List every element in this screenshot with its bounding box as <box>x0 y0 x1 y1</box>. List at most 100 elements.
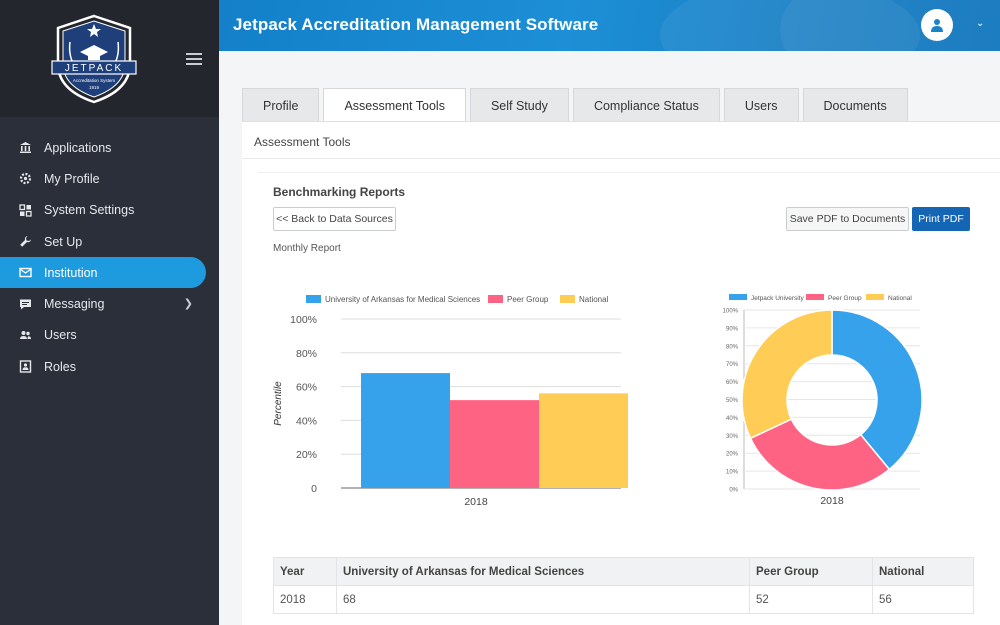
column-header-peer-group: Peer Group <box>749 557 873 586</box>
tab-compliance-status[interactable]: Compliance Status <box>572 88 720 122</box>
wrench-icon <box>19 235 32 248</box>
bar <box>539 393 628 488</box>
y-tick-label: 20% <box>296 449 317 461</box>
sidebar-item-my-profile[interactable]: My Profile <box>0 163 219 194</box>
legend-label: National <box>579 295 609 304</box>
logo-year: 1919 <box>89 85 100 90</box>
y-tick-label: 70% <box>726 362 739 368</box>
tab-users[interactable]: Users <box>723 88 799 122</box>
column-header-year: Year <box>273 557 337 586</box>
legend-label: Peer Group <box>507 295 549 304</box>
chevron-down-icon[interactable]: ⌄ <box>976 18 985 29</box>
doughnut-slice <box>749 418 891 491</box>
save-pdf-button[interactable]: Save PDF to Documents <box>786 207 909 231</box>
sidebar-item-system-settings[interactable]: System Settings <box>0 195 219 226</box>
chevron-right-icon: ❯ <box>183 298 193 311</box>
y-tick-label: 80% <box>296 348 317 360</box>
sidebar-item-institution[interactable]: Institution <box>0 257 206 289</box>
header-decoration <box>780 0 1000 51</box>
users-icon <box>19 329 32 342</box>
y-tick-label: 10% <box>726 470 739 476</box>
hamburger-menu-icon[interactable] <box>186 53 202 65</box>
table-header-row: Year University of Arkansas for Medical … <box>273 557 974 586</box>
sidebar-item-label: My Profile <box>44 171 100 186</box>
grid-icon <box>19 204 32 217</box>
back-to-data-sources-button[interactable]: << Back to Data Sources <box>273 207 396 231</box>
app-title: Jetpack Accreditation Management Softwar… <box>233 15 599 34</box>
data-table: Year University of Arkansas for Medical … <box>273 557 974 614</box>
content-panel: Assessment Tools Benchmarking Reports <<… <box>242 121 1000 625</box>
y-tick-label: 60% <box>726 380 739 386</box>
sidebar-item-label: Set Up <box>44 234 83 249</box>
sidebar-item-label: Applications <box>44 140 112 155</box>
y-tick-label: 50% <box>726 398 739 404</box>
table-cell-university: 68 <box>336 585 750 614</box>
doughnut-slice <box>741 309 833 440</box>
tab-bar: Profile Assessment Tools Self Study Comp… <box>242 88 912 122</box>
id-card-icon <box>19 360 32 373</box>
sidebar-header: JETPACK Accreditation System 1919 <box>0 0 219 117</box>
panel-title: Assessment Tools <box>254 135 351 149</box>
sidebar-item-messaging[interactable]: Messaging ❯ <box>0 288 219 319</box>
y-tick-label: 60% <box>296 382 317 394</box>
column-header-national: National <box>872 557 974 586</box>
sidebar-item-applications[interactable]: Applications <box>0 132 219 163</box>
table-cell-national: 56 <box>872 585 974 614</box>
column-header-university: University of Arkansas for Medical Scien… <box>336 557 750 586</box>
legend-swatch <box>806 294 824 300</box>
sidebar-item-roles[interactable]: Roles <box>0 351 219 382</box>
user-avatar[interactable] <box>921 9 953 41</box>
bar-chart: University of Arkansas for Medical Scien… <box>273 295 628 508</box>
table-cell-year: 2018 <box>273 585 337 614</box>
gear-icon <box>19 172 32 185</box>
sidebar-item-label: Roles <box>44 359 76 374</box>
y-tick-label: 20% <box>726 452 739 458</box>
header-decoration <box>660 0 920 51</box>
legend-label: National <box>888 295 912 302</box>
y-tick-label: 0% <box>729 488 738 494</box>
legend-swatch <box>560 295 575 303</box>
sidebar: JETPACK Accreditation System 1919 Applic… <box>0 0 219 625</box>
logo-name: JETPACK <box>65 63 123 74</box>
tab-assessment-tools[interactable]: Assessment Tools <box>323 88 466 122</box>
y-tick-label: 100% <box>290 314 317 326</box>
jetpack-logo[interactable]: JETPACK Accreditation System 1919 <box>46 12 142 104</box>
tab-self-study[interactable]: Self Study <box>469 88 569 122</box>
divider <box>242 158 1000 159</box>
top-header: Jetpack Accreditation Management Softwar… <box>219 0 1000 51</box>
table-row: 2018 68 52 56 <box>273 585 974 614</box>
sidebar-nav: Applications My Profile System Settings … <box>0 132 219 382</box>
sidebar-item-label: System Settings <box>44 203 135 218</box>
legend-label: University of Arkansas for Medical Scien… <box>325 295 480 304</box>
legend-label: Peer Group <box>828 295 862 302</box>
y-tick-label: 40% <box>726 416 739 422</box>
tab-profile[interactable]: Profile <box>242 88 320 122</box>
tab-documents[interactable]: Documents <box>802 88 908 122</box>
report-label: Monthly Report <box>273 243 341 254</box>
sidebar-item-label: Users <box>44 328 77 343</box>
sidebar-item-label: Institution <box>44 265 98 280</box>
bar <box>450 400 539 488</box>
sidebar-item-set-up[interactable]: Set Up <box>0 226 219 257</box>
chat-icon <box>19 298 32 311</box>
legend-swatch <box>306 295 321 303</box>
user-icon <box>931 19 943 32</box>
sidebar-item-users[interactable]: Users <box>0 320 219 351</box>
y-tick-label: 90% <box>726 326 739 332</box>
doughnut-chart: Jetpack University Peer Group National 0% 10… <box>723 294 923 507</box>
divider <box>258 172 1000 173</box>
print-pdf-button[interactable]: Print PDF <box>912 207 970 231</box>
y-tick-label: 0 <box>311 483 317 495</box>
x-tick-label: 2018 <box>464 496 488 508</box>
y-tick-label: 80% <box>726 344 739 350</box>
bank-icon <box>19 141 32 154</box>
x-axis-label: 2018 <box>820 495 844 507</box>
logo-subtitle: Accreditation System <box>73 78 116 83</box>
y-tick-label: 40% <box>296 415 317 427</box>
y-tick-label: 100% <box>723 309 739 315</box>
y-axis-label: Percentile <box>273 381 284 426</box>
table-cell-peer-group: 52 <box>749 585 873 614</box>
bar <box>361 373 450 488</box>
legend-swatch <box>866 294 884 300</box>
envelope-icon <box>19 266 32 279</box>
